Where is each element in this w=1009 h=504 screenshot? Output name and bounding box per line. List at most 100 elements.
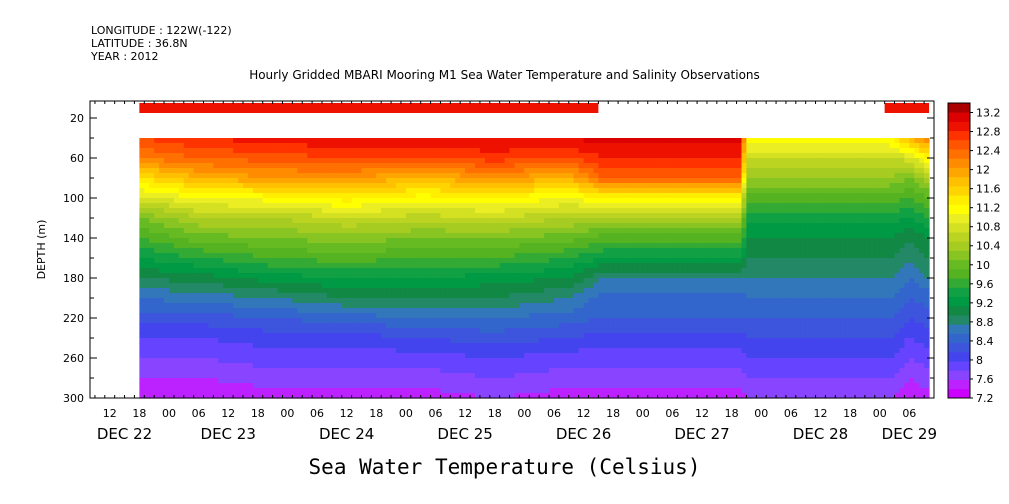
- field-cell: [396, 158, 402, 164]
- field-cell: [292, 153, 298, 159]
- field-cell: [588, 308, 594, 314]
- field-cell: [381, 198, 387, 204]
- field-cell: [326, 268, 333, 274]
- field-cell: [386, 373, 392, 379]
- field-cell: [247, 213, 254, 219]
- field-cell: [267, 143, 274, 149]
- field-cell: [420, 313, 427, 319]
- field-cell: [164, 353, 170, 359]
- field-cell: [484, 333, 491, 339]
- field-cell: [356, 333, 362, 339]
- field-cell: [272, 248, 279, 254]
- field-cell: [198, 318, 205, 324]
- field-cell: [608, 393, 614, 399]
- field-cell: [529, 273, 535, 279]
- field-cell: [430, 333, 437, 339]
- field-cell: [588, 208, 594, 214]
- field-cell: [465, 333, 471, 339]
- field-cell: [593, 298, 599, 304]
- field-cell: [558, 393, 565, 399]
- field-cell: [366, 393, 372, 399]
- field-cell: [588, 198, 594, 204]
- field-cell: [554, 303, 560, 309]
- field-cell: [381, 283, 387, 289]
- field-cell: [238, 168, 244, 174]
- field-cell: [193, 298, 200, 304]
- field-cell: [262, 258, 269, 264]
- field-cell: [356, 218, 362, 224]
- field-cell: [297, 248, 303, 254]
- field-cell: [549, 328, 555, 334]
- field-cell: [178, 233, 185, 239]
- field-cell: [336, 363, 343, 369]
- field-cell: [430, 213, 437, 219]
- field-cell: [430, 283, 437, 289]
- field-cell: [524, 173, 530, 179]
- field-cell: [257, 183, 264, 189]
- field-cell: [484, 383, 491, 389]
- field-cell: [361, 388, 367, 394]
- field-cell: [247, 198, 254, 204]
- field-cell: [144, 278, 150, 284]
- field-cell: [257, 393, 264, 399]
- field-cell: [593, 373, 599, 379]
- field-cell: [509, 388, 515, 394]
- field-cell: [504, 148, 511, 154]
- field-cell: [361, 203, 367, 209]
- field-cell: [400, 193, 407, 199]
- field-cell: [252, 223, 259, 229]
- field-cell: [277, 258, 284, 264]
- field-cell: [470, 203, 476, 209]
- field-cell: [208, 343, 214, 349]
- field-cell: [302, 388, 308, 394]
- field-cell: [425, 173, 432, 179]
- field-cell: [386, 378, 392, 384]
- field-cell: [519, 353, 525, 359]
- field-cell: [519, 378, 525, 384]
- field-cell: [223, 303, 229, 309]
- field-cell: [593, 238, 599, 244]
- field-cell: [445, 328, 451, 334]
- field-cell: [356, 378, 362, 384]
- field-cell: [484, 283, 491, 289]
- field-cell: [282, 148, 288, 154]
- field-cell: [287, 263, 293, 269]
- field-cell: [440, 388, 446, 394]
- field-cell: [499, 383, 506, 389]
- field-cell: [287, 293, 293, 299]
- field-cell: [554, 153, 560, 159]
- field-cell: [252, 303, 259, 309]
- field-cell: [366, 243, 372, 249]
- field-cell: [405, 378, 412, 384]
- field-cell: [529, 138, 535, 144]
- field-cell: [598, 223, 604, 229]
- field-cell: [549, 313, 555, 319]
- field-cell: [198, 298, 205, 304]
- field-cell: [326, 388, 333, 394]
- field-cell: [213, 188, 219, 194]
- field-cell: [603, 163, 609, 169]
- field-cell: [410, 283, 417, 289]
- field-cell: [247, 363, 254, 369]
- field-cell: [603, 328, 609, 334]
- field-cell: [529, 348, 535, 354]
- field-cell: [247, 338, 254, 344]
- field-cell: [539, 363, 545, 369]
- field-cell: [331, 183, 338, 189]
- field-cell: [302, 153, 308, 159]
- field-cell: [583, 358, 590, 364]
- field-cell: [544, 373, 550, 379]
- field-cell: [430, 258, 437, 264]
- field-cell: [178, 283, 185, 289]
- field-cell: [169, 383, 175, 389]
- field-cell: [159, 288, 165, 294]
- field-cell: [504, 233, 511, 239]
- field-cell: [252, 188, 259, 194]
- field-cell: [386, 238, 392, 244]
- field-cell: [450, 188, 456, 194]
- field-cell: [568, 313, 575, 319]
- field-cell: [307, 228, 313, 234]
- field-cell: [391, 358, 397, 364]
- field-cell: [534, 233, 540, 239]
- field-cell: [396, 358, 402, 364]
